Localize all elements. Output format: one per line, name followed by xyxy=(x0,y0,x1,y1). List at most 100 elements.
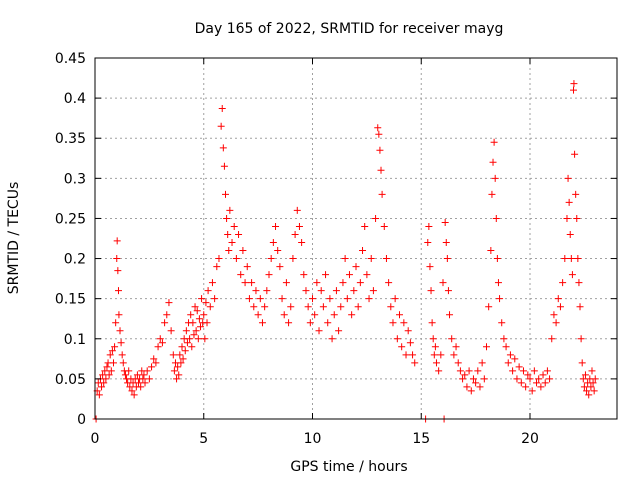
data-point xyxy=(222,190,229,198)
data-points xyxy=(92,80,599,423)
data-point xyxy=(498,319,506,327)
x-tick-label: 5 xyxy=(199,431,208,447)
data-point xyxy=(425,222,433,230)
data-point xyxy=(204,287,212,295)
data-point xyxy=(178,343,186,351)
data-point xyxy=(402,351,410,359)
data-point xyxy=(256,295,264,303)
data-point xyxy=(98,383,106,391)
data-point xyxy=(239,247,247,255)
data-point xyxy=(304,303,312,311)
data-point xyxy=(583,387,591,395)
data-point xyxy=(578,359,586,367)
data-point xyxy=(337,303,345,311)
data-point xyxy=(564,174,572,182)
data-point xyxy=(476,383,484,391)
data-point xyxy=(539,371,547,379)
data-point xyxy=(556,303,564,311)
data-point xyxy=(293,206,301,214)
data-point xyxy=(430,351,438,359)
data-point xyxy=(432,359,440,367)
data-point xyxy=(101,367,109,375)
data-point xyxy=(494,279,502,287)
data-point xyxy=(354,303,362,311)
data-point xyxy=(169,351,177,359)
data-point xyxy=(480,375,488,383)
data-point xyxy=(446,311,454,319)
data-point xyxy=(223,214,231,222)
data-point xyxy=(276,263,284,271)
data-point xyxy=(441,218,449,226)
data-point xyxy=(103,363,111,371)
data-point xyxy=(450,351,458,359)
data-point xyxy=(111,343,119,351)
data-point xyxy=(374,124,382,132)
data-point xyxy=(143,367,151,375)
data-point xyxy=(194,335,202,343)
data-point xyxy=(515,363,523,371)
data-point xyxy=(567,255,575,263)
data-point xyxy=(488,190,496,198)
data-point xyxy=(444,287,452,295)
data-point xyxy=(99,371,107,379)
data-point xyxy=(326,295,334,303)
data-point xyxy=(300,271,308,279)
data-point xyxy=(278,295,286,303)
data-point xyxy=(186,335,194,343)
data-point xyxy=(274,247,282,255)
data-point xyxy=(439,279,447,287)
data-point xyxy=(369,287,377,295)
data-point xyxy=(263,287,271,295)
data-point xyxy=(391,295,399,303)
data-point xyxy=(232,255,240,263)
data-point xyxy=(474,367,482,375)
data-point xyxy=(365,295,373,303)
data-point xyxy=(217,122,225,130)
data-point xyxy=(135,379,142,387)
data-point xyxy=(113,255,121,263)
data-point xyxy=(208,279,216,287)
data-point xyxy=(106,351,114,359)
data-point xyxy=(309,295,316,303)
data-point xyxy=(114,287,122,295)
data-point xyxy=(285,319,293,327)
y-tick-label: 0.15 xyxy=(55,292,86,308)
data-point xyxy=(267,255,275,263)
data-point xyxy=(261,303,269,311)
x-tick-label: 15 xyxy=(412,431,430,447)
data-point xyxy=(502,343,510,351)
data-point xyxy=(202,299,210,307)
data-point xyxy=(341,255,349,263)
data-point xyxy=(113,237,121,245)
data-point xyxy=(367,255,375,263)
data-point xyxy=(170,367,178,375)
y-tick-label: 0.05 xyxy=(55,372,86,388)
data-point xyxy=(574,255,582,263)
data-point xyxy=(192,327,200,335)
data-point xyxy=(575,279,583,287)
data-point xyxy=(215,255,223,263)
data-point xyxy=(183,339,191,347)
data-point xyxy=(393,335,401,343)
y-tick-label: 0.1 xyxy=(64,332,86,348)
data-point xyxy=(426,263,434,271)
data-point xyxy=(182,327,190,335)
data-point xyxy=(332,287,340,295)
data-point xyxy=(431,343,439,351)
data-point xyxy=(100,379,108,387)
data-point xyxy=(469,375,477,383)
data-point xyxy=(165,299,173,307)
data-point xyxy=(112,319,120,327)
data-point xyxy=(269,239,277,247)
data-point xyxy=(105,371,113,379)
data-point xyxy=(571,150,579,158)
data-point xyxy=(459,375,467,383)
data-point xyxy=(400,319,408,327)
data-point xyxy=(517,379,525,387)
data-point xyxy=(541,379,549,387)
data-point xyxy=(311,311,319,319)
data-point xyxy=(252,287,260,295)
x-axis-title: GPS time / hours xyxy=(290,459,407,475)
data-point xyxy=(546,375,554,383)
